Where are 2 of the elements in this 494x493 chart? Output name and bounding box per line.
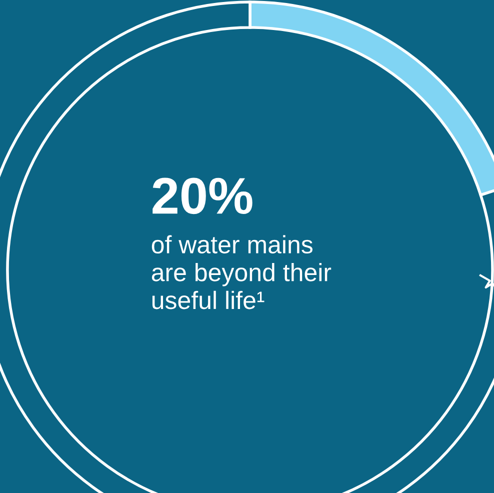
text: 20%: [152, 178, 252, 214]
text: of water mains are beyond their useful life¹: [152, 235, 332, 310]
